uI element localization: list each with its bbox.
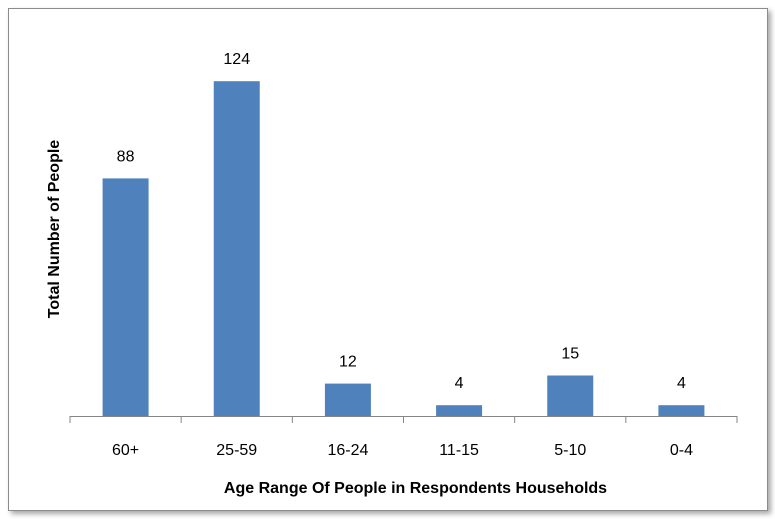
x-axis-ticks xyxy=(69,416,738,423)
x-tick-label-25-59: 25-59 xyxy=(216,442,257,459)
x-axis-tick-labels: 60+ 25-59 16-24 11-15 5-10 0-4 xyxy=(112,442,693,459)
bar-11-15 xyxy=(436,405,483,416)
data-label-25-59: 124 xyxy=(223,51,250,68)
bars-group xyxy=(102,81,705,416)
bar-60+ xyxy=(102,178,149,416)
data-label-60+: 88 xyxy=(117,148,135,165)
bar-5-10 xyxy=(547,375,594,416)
x-tick-label-60+: 60+ xyxy=(112,442,139,459)
x-tick-label-0-4: 0-4 xyxy=(670,442,693,459)
x-tick-label-5-10: 5-10 xyxy=(554,442,586,459)
x-axis-title: Age Range Of People in Respondents House… xyxy=(224,480,607,497)
data-label-5-10: 15 xyxy=(561,346,579,363)
bar-0-4 xyxy=(658,405,705,416)
data-label-0-4: 4 xyxy=(677,375,686,392)
x-tick-label-16-24: 16-24 xyxy=(327,442,368,459)
bar-25-59 xyxy=(213,81,260,416)
data-label-16-24: 12 xyxy=(339,354,357,371)
y-axis-title: Total Number of People xyxy=(46,140,63,318)
data-label-11-15: 4 xyxy=(455,375,464,392)
x-tick-label-11-15: 11-15 xyxy=(439,442,479,459)
bar-16-24 xyxy=(324,383,371,416)
